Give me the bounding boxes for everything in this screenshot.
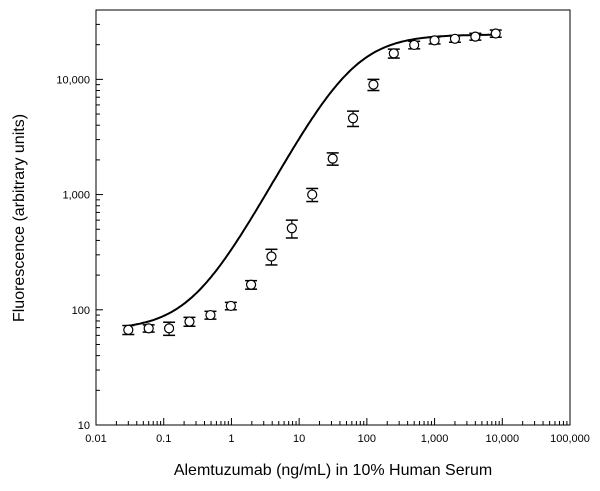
y-tick-label: 100 (72, 305, 90, 317)
data-point (163, 323, 175, 334)
data-point (347, 113, 359, 124)
data-point (429, 35, 440, 46)
x-tick-label: 0.1 (156, 433, 171, 445)
data-point (307, 189, 318, 200)
data-point (490, 28, 501, 39)
data-point (143, 323, 154, 334)
data-point (225, 300, 236, 312)
x-tick-label: 100 (358, 433, 376, 445)
x-tick-label: 10,000 (485, 433, 519, 445)
data-point (388, 48, 399, 59)
data-point (327, 153, 338, 164)
data-point (245, 279, 257, 290)
x-tick-label: 1,000 (421, 433, 449, 445)
y-tick-label: 10,000 (56, 74, 90, 86)
x-tick-label: 1 (228, 433, 234, 445)
data-point (449, 33, 461, 44)
plot-frame (95, 9, 571, 426)
error-bars (122, 29, 502, 337)
fit-curve (128, 33, 496, 327)
y-tick-label: 10 (78, 420, 90, 432)
x-tick-label: 0.01 (85, 433, 106, 445)
data-point (470, 31, 481, 42)
x-axis: 0.01 0.1 1 10 100 1,000 10,000 100,000 (85, 418, 590, 445)
x-tick-label: 10 (293, 433, 305, 445)
y-tick-label: 1,000 (62, 190, 90, 202)
data-point (123, 324, 134, 335)
data-point (184, 316, 195, 327)
y-axis-label: Fluorescence (arbitrary units) (11, 114, 28, 322)
data-point (266, 251, 277, 262)
x-axis-label: Alemtuzumab (ng/mL) in 10% Human Serum (174, 462, 492, 479)
data-point (286, 223, 297, 234)
data-point (368, 79, 379, 90)
x-tick-label: 100,000 (550, 433, 590, 445)
y-axis: 10 100 1,000 10,000 (56, 9, 103, 432)
data-point (205, 309, 216, 321)
data-point (409, 39, 420, 51)
data-points (123, 28, 501, 335)
